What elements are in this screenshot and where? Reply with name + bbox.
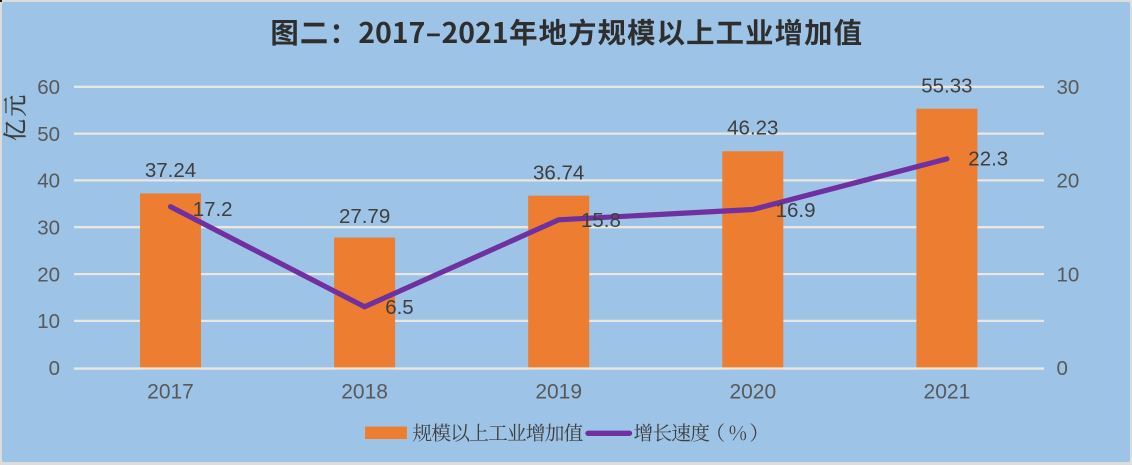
svg-text:20: 20 — [37, 263, 60, 286]
svg-text:0: 0 — [1057, 357, 1068, 380]
svg-text:55.33: 55.33 — [921, 74, 972, 97]
svg-text:46.23: 46.23 — [727, 117, 778, 140]
svg-text:36.74: 36.74 — [533, 162, 584, 185]
svg-text:30: 30 — [1057, 76, 1080, 99]
svg-text:30: 30 — [37, 217, 60, 240]
svg-text:15.8: 15.8 — [581, 209, 621, 232]
svg-text:22.3: 22.3 — [968, 147, 1008, 170]
svg-text:2021: 2021 — [924, 380, 971, 403]
svg-text:2019: 2019 — [535, 380, 582, 403]
svg-text:60: 60 — [37, 76, 60, 99]
svg-text:6.5: 6.5 — [385, 296, 414, 319]
svg-text:20: 20 — [1057, 170, 1080, 193]
svg-text:2018: 2018 — [341, 380, 388, 403]
svg-text:0: 0 — [49, 357, 60, 380]
svg-text:10: 10 — [37, 310, 60, 333]
svg-text:2020: 2020 — [729, 380, 776, 403]
svg-text:16.9: 16.9 — [776, 199, 816, 222]
svg-text:17.2: 17.2 — [193, 198, 233, 221]
svg-text:10: 10 — [1057, 263, 1080, 286]
svg-text:50: 50 — [37, 123, 60, 146]
svg-text:2017: 2017 — [147, 380, 194, 403]
svg-text:40: 40 — [37, 170, 60, 193]
svg-text:27.79: 27.79 — [339, 205, 390, 228]
svg-text:37.24: 37.24 — [145, 159, 196, 182]
